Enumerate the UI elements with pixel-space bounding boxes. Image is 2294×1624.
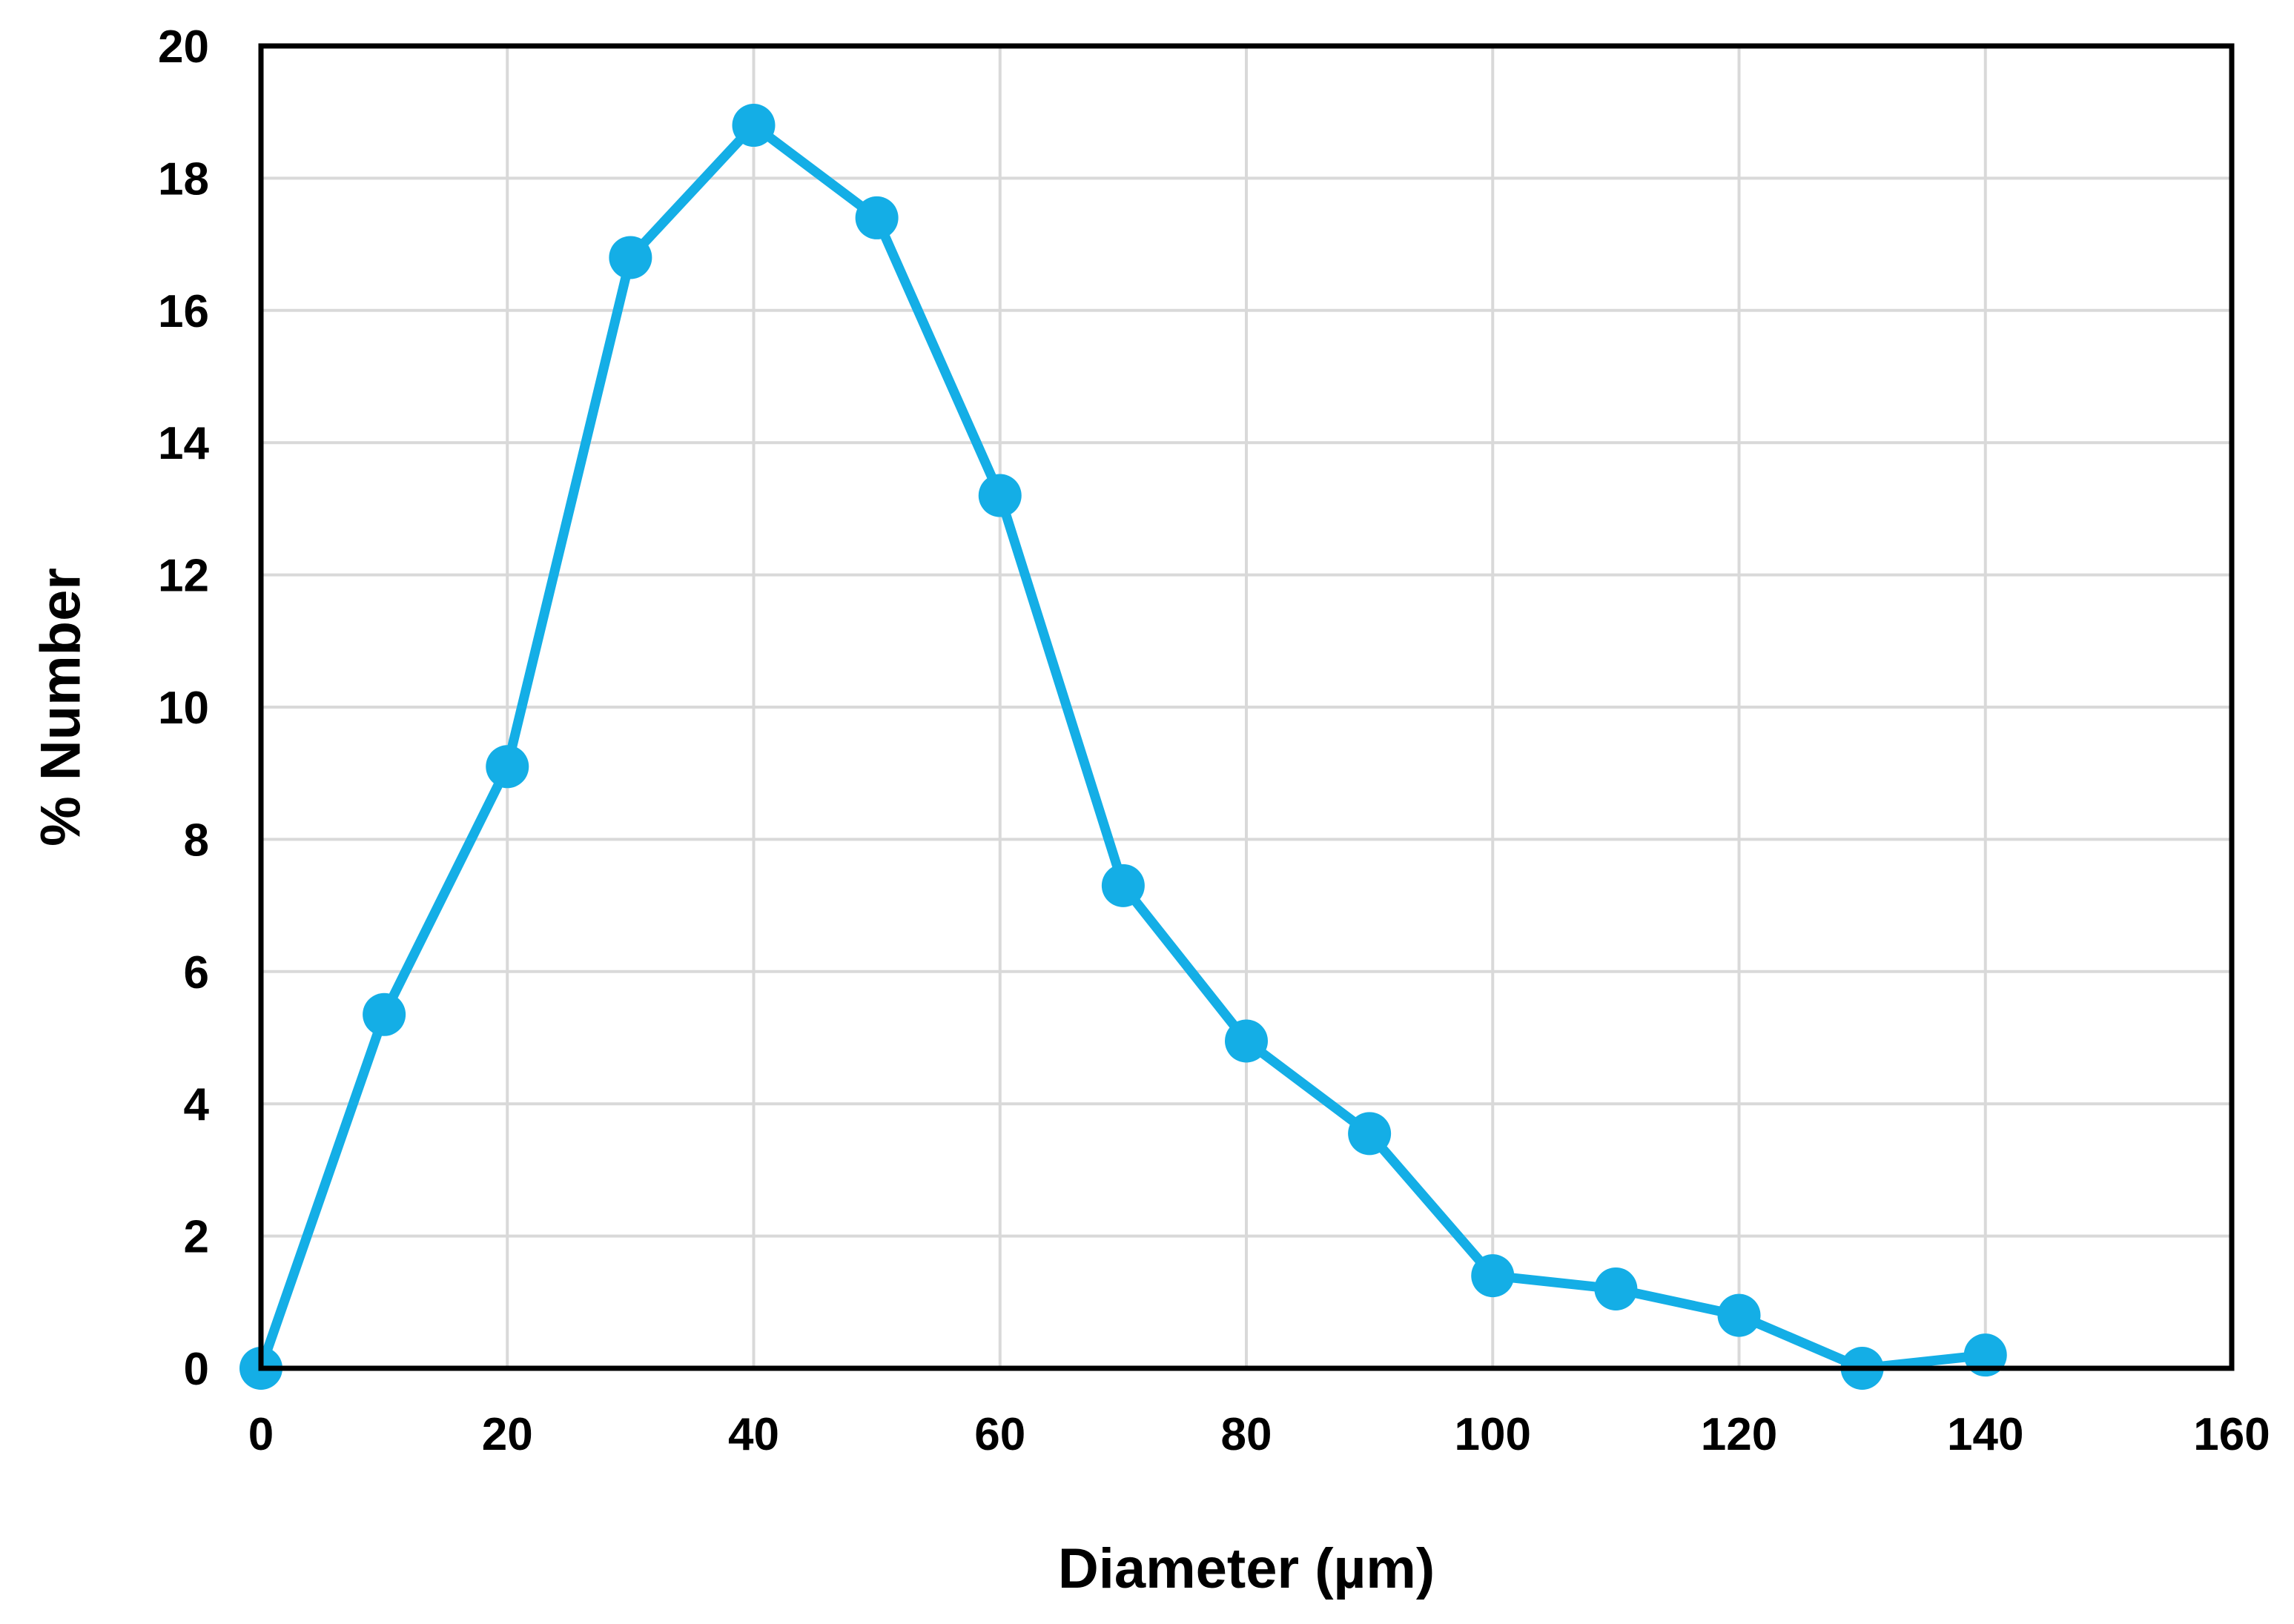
y-tick-label: 4 xyxy=(184,1079,210,1130)
data-point xyxy=(363,992,406,1036)
data-point xyxy=(609,236,652,279)
x-axis-title: Diameter (µm) xyxy=(1058,1537,1435,1600)
x-tick-label: 100 xyxy=(1455,1409,1531,1460)
data-point xyxy=(978,474,1022,517)
data-point xyxy=(1225,1019,1268,1063)
x-tick-label: 20 xyxy=(482,1409,533,1460)
y-tick-label: 20 xyxy=(158,21,209,73)
y-axis-title: % Number xyxy=(30,568,93,846)
data-point xyxy=(1471,1254,1515,1298)
y-tick-label: 10 xyxy=(158,683,209,734)
x-tick-label: 120 xyxy=(1701,1409,1777,1460)
data-point xyxy=(732,104,776,148)
x-tick-label: 60 xyxy=(974,1409,1025,1460)
y-tick-label: 6 xyxy=(184,947,209,998)
y-tick-label: 16 xyxy=(158,286,209,337)
x-tick-label: 140 xyxy=(1947,1409,2023,1460)
x-tick-label: 0 xyxy=(248,1409,274,1460)
data-point xyxy=(486,745,529,789)
data-point xyxy=(855,196,899,239)
data-point xyxy=(1717,1293,1761,1337)
x-tick-label: 40 xyxy=(728,1409,779,1460)
y-tick-label: 8 xyxy=(184,815,209,866)
y-tick-label: 14 xyxy=(158,418,209,469)
y-tick-label: 2 xyxy=(184,1212,209,1263)
gridlines xyxy=(260,44,2233,1370)
x-tick-label: 160 xyxy=(2193,1409,2270,1460)
y-tick-label: 12 xyxy=(158,551,209,602)
data-point xyxy=(1594,1267,1638,1310)
y-tick-label: 0 xyxy=(184,1344,209,1395)
x-tick-label: 80 xyxy=(1221,1409,1272,1460)
y-axis-tick-labels: 0 2 4 6 8 10 12 14 16 18 20 xyxy=(158,21,209,1395)
y-tick-label: 18 xyxy=(158,153,209,205)
data-point xyxy=(1348,1112,1392,1156)
plot-area-frame xyxy=(258,43,2235,1371)
series-layer xyxy=(239,104,2007,1390)
x-axis-tick-labels: 0 20 40 60 80 100 120 140 160 xyxy=(248,1409,2270,1460)
data-point xyxy=(1101,864,1145,907)
